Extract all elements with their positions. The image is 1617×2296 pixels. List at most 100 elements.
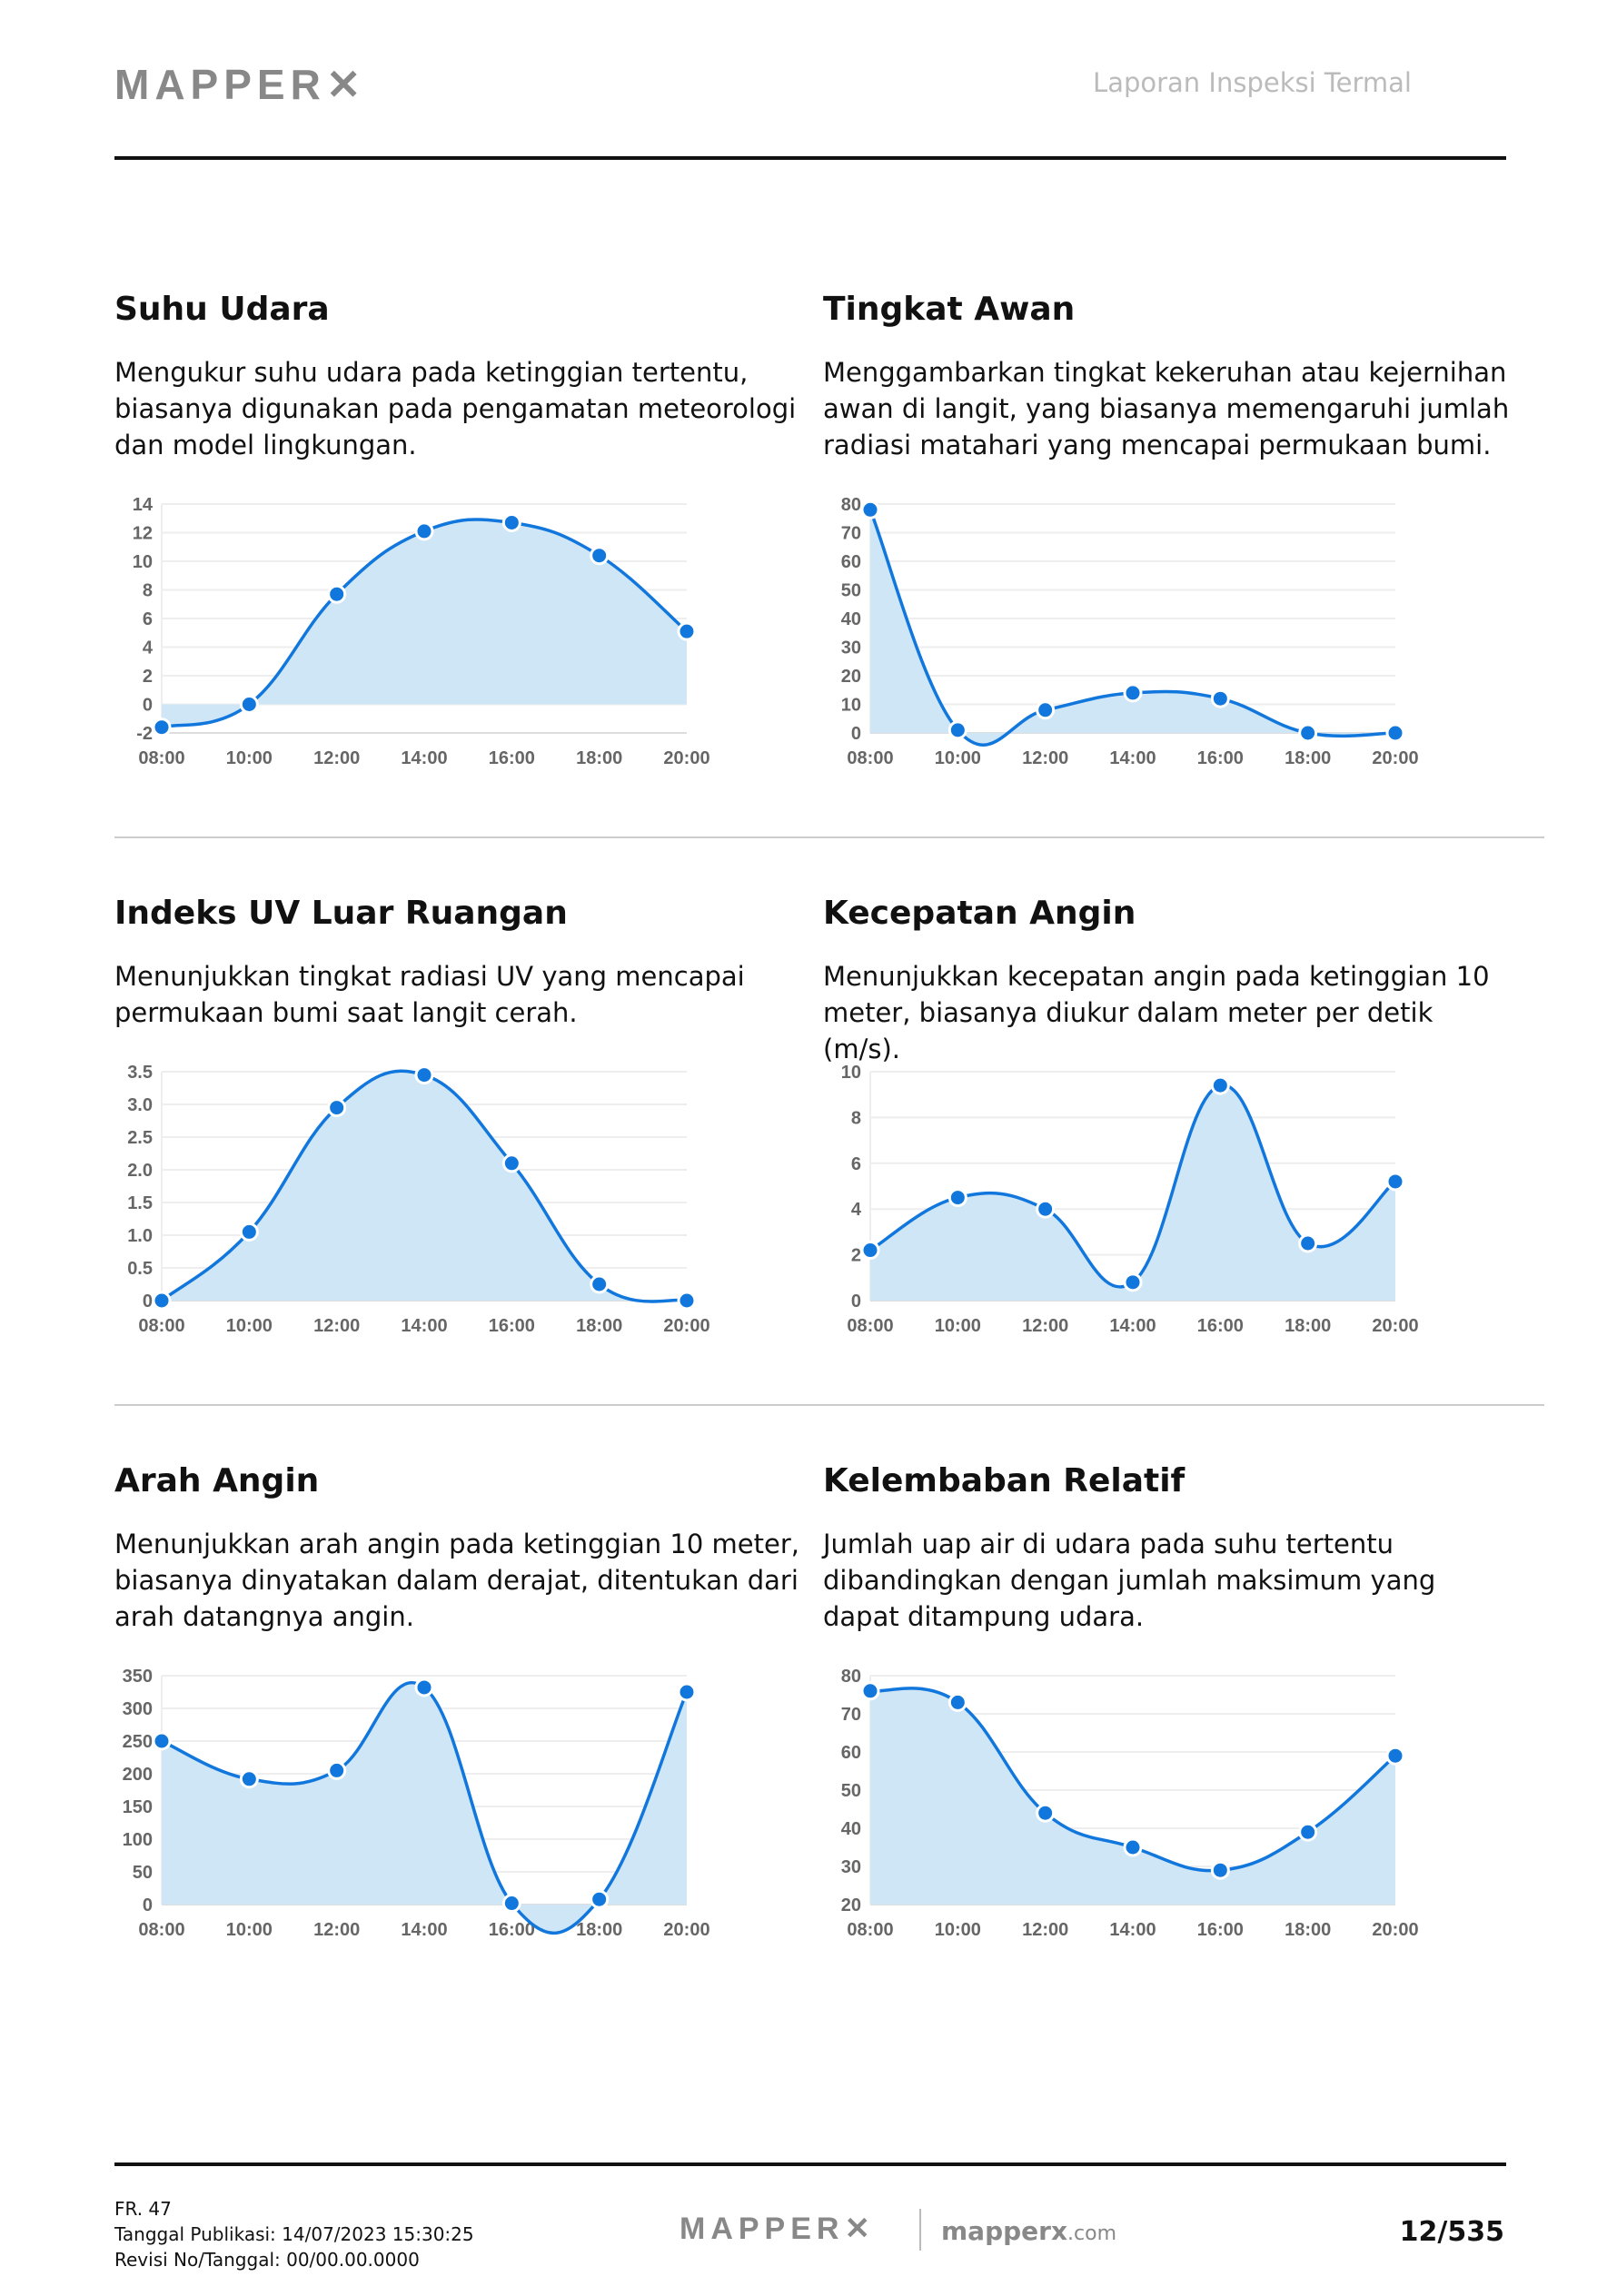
data-point — [590, 1889, 610, 1909]
area-fill — [870, 510, 1395, 746]
y-tick-label: 0 — [851, 1292, 861, 1311]
site-tld: .com — [1067, 2222, 1116, 2245]
y-tick-label: 150 — [123, 1797, 153, 1817]
footer-logo: MAPPER✕ — [680, 2211, 876, 2247]
header-rule — [114, 156, 1506, 160]
data-point — [239, 1769, 259, 1789]
data-point — [152, 1731, 172, 1751]
area-fill — [162, 1071, 687, 1302]
data-point — [1298, 1233, 1318, 1253]
section-description: Menunjukkan arah angin pada ketinggian 1… — [114, 1529, 799, 1632]
data-point — [1385, 1746, 1405, 1766]
x-tick-label: 08:00 — [138, 748, 184, 768]
y-tick-label: 200 — [123, 1765, 153, 1785]
area-fill — [162, 519, 687, 727]
y-tick-label: 60 — [841, 1743, 861, 1763]
data-point — [860, 500, 880, 520]
x-tick-label: 12:00 — [313, 748, 360, 768]
x-tick-label: 18:00 — [1285, 1316, 1331, 1336]
data-point — [947, 1692, 967, 1712]
x-tick-label: 08:00 — [847, 1316, 893, 1336]
x-tick-label: 08:00 — [138, 1920, 184, 1940]
x-tick-label: 14:00 — [401, 748, 447, 768]
y-tick-label: 40 — [841, 609, 861, 629]
y-tick-label: 6 — [143, 609, 153, 629]
x-tick-label: 14:00 — [1109, 1920, 1156, 1940]
section-title: Tingkat Awan — [823, 291, 1076, 328]
section-description: Menunjukkan kecepatan angin pada ketingg… — [823, 961, 1490, 1064]
data-point — [590, 546, 610, 566]
y-tick-label: 70 — [841, 1705, 861, 1725]
series-line — [161, 1681, 689, 1935]
logo-text: MAPPER — [680, 2212, 845, 2246]
data-point — [1298, 1822, 1318, 1842]
drone-x-icon: ✕ — [325, 61, 367, 108]
page-number: 12/535 — [1399, 2216, 1504, 2248]
data-point — [1210, 688, 1230, 708]
x-tick-label: 20:00 — [663, 748, 709, 768]
x-tick-label: 18:00 — [576, 1920, 622, 1940]
section-description: Mengukur suhu udara pada ketinggian tert… — [114, 357, 797, 460]
x-tick-label: 10:00 — [226, 748, 273, 768]
x-tick-label: 10:00 — [935, 748, 981, 768]
y-tick-label: 30 — [841, 1857, 861, 1877]
y-tick-label: 2.5 — [127, 1128, 153, 1148]
data-point — [327, 584, 347, 604]
data-point — [947, 720, 967, 740]
x-tick-label: 18:00 — [576, 748, 622, 768]
data-point — [677, 1291, 697, 1311]
data-point — [677, 621, 697, 641]
x-tick-label: 12:00 — [1022, 748, 1068, 768]
data-point — [501, 512, 521, 532]
x-tick-label: 10:00 — [226, 1920, 273, 1940]
drone-x-icon: ✕ — [844, 2212, 876, 2246]
x-tick-label: 14:00 — [401, 1316, 447, 1336]
x-tick-label: 14:00 — [401, 1920, 447, 1940]
data-point — [1298, 723, 1318, 743]
y-tick-label: 2 — [143, 667, 153, 687]
y-tick-label: 20 — [841, 667, 861, 687]
data-point — [414, 1677, 434, 1697]
footer-info: FR. 47 Tanggal Publikasi: 14/07/2023 15:… — [114, 2196, 474, 2272]
section-title: Kecepatan Angin — [823, 895, 1136, 932]
x-tick-label: 16:00 — [489, 748, 535, 768]
section-title: Indeks UV Luar Ruangan — [114, 895, 568, 932]
data-point — [1210, 1075, 1230, 1095]
y-tick-label: 8 — [143, 581, 153, 601]
y-tick-label: 250 — [123, 1732, 153, 1752]
y-tick-label: 8 — [851, 1108, 861, 1128]
x-tick-label: 18:00 — [576, 1316, 622, 1336]
x-tick-label: 20:00 — [1372, 1316, 1418, 1336]
data-point — [327, 1760, 347, 1780]
area-fill — [162, 1682, 687, 1934]
data-point — [1036, 1803, 1056, 1823]
line-chart: 0 50 100 150 200 250 300 350 08:00 10:00 12:00 14:0… — [123, 1667, 710, 1940]
y-tick-label: 0 — [143, 1895, 153, 1915]
line-chart: 0 2 4 6 8 10 08:00 10:00 12:00 14:00 16:00 18:00 20:… — [841, 1063, 1419, 1336]
y-tick-label: 70 — [841, 524, 861, 544]
y-tick-label: 50 — [841, 1781, 861, 1801]
area-fill — [870, 1084, 1395, 1301]
x-tick-label: 16:00 — [1197, 1316, 1244, 1336]
line-chart: 0 0.5 1.0 1.5 2.0 2.5 3.0 3.5 08:00 10:00 12:00 14:… — [127, 1063, 709, 1336]
data-point — [1123, 1272, 1143, 1292]
footer-website: mapperx.com — [941, 2216, 1116, 2246]
y-tick-label: 2 — [851, 1246, 861, 1266]
y-tick-label: 300 — [123, 1699, 153, 1719]
line-chart: -2 0 2 4 6 8 10 12 14 08:00 10:00 12:00 14:00 16:00 18… — [133, 495, 710, 768]
y-tick-label: 40 — [841, 1819, 861, 1839]
data-point — [152, 1291, 172, 1311]
x-tick-label: 20:00 — [1372, 748, 1418, 768]
x-tick-label: 12:00 — [1022, 1920, 1068, 1940]
y-tick-label: 0 — [851, 724, 861, 744]
report-title: Laporan Inspeksi Termal — [1093, 67, 1412, 98]
y-tick-label: 60 — [841, 552, 861, 572]
y-tick-label: 100 — [123, 1830, 153, 1850]
form-number: FR. 47 — [114, 2198, 172, 2220]
y-tick-label: 50 — [133, 1863, 153, 1883]
data-point — [239, 1222, 259, 1242]
x-tick-label: 10:00 — [935, 1316, 981, 1336]
x-tick-label: 18:00 — [1285, 748, 1331, 768]
section-title: Suhu Udara — [114, 291, 330, 328]
section-title: Kelembaban Relatif — [823, 1462, 1185, 1499]
